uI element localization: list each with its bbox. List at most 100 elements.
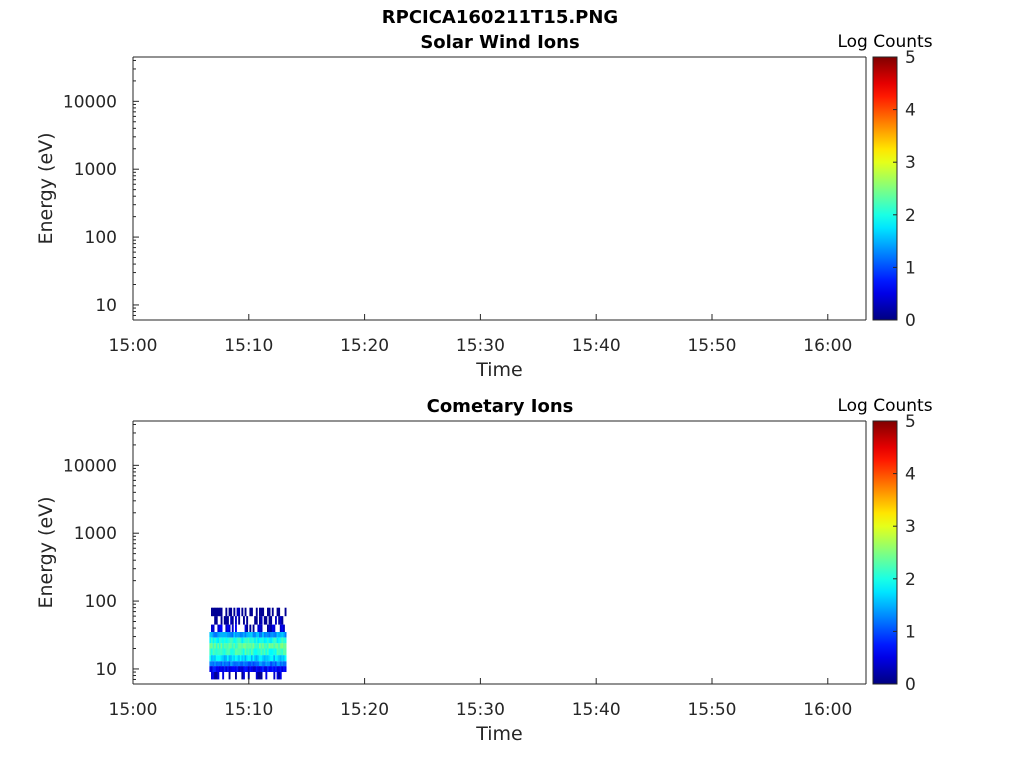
heatmap-cell [214, 648, 217, 656]
heatmap-cell [265, 632, 268, 638]
heatmap-cell [211, 672, 213, 680]
heatmap-cell [239, 637, 242, 644]
heatmap-cell [257, 666, 260, 672]
x-axis-label: Time [475, 723, 523, 745]
colorbar-label: Log Counts [837, 32, 932, 52]
heatmap-cell [217, 666, 220, 672]
x-tick-label: 15:30 [456, 336, 505, 356]
heatmap-cell [247, 643, 250, 649]
heatmap-cell [268, 637, 271, 644]
heatmap-cell [246, 643, 249, 649]
heatmap-cell [284, 661, 287, 667]
heatmap-cell [231, 666, 234, 672]
heatmap-cell [270, 637, 273, 644]
heatmap-cell [257, 637, 260, 644]
heatmap-cell [252, 643, 255, 649]
heatmap-cell [265, 661, 268, 667]
heatmap-cell [276, 661, 279, 667]
heatmap-cell [260, 616, 263, 625]
heatmap-cell [271, 607, 274, 617]
y-tick-label: 1000 [74, 524, 117, 544]
heatmap-cell [223, 643, 226, 649]
colorbar-tick-label: 3 [905, 153, 916, 173]
heatmap-cell [252, 624, 255, 632]
heatmap-cell [252, 648, 255, 656]
heatmap-cell [262, 637, 265, 644]
heatmap-cell [244, 607, 247, 617]
heatmap-cell [284, 666, 287, 672]
y-tick-label: 10 [95, 660, 117, 680]
heatmap-cell [244, 666, 247, 672]
heatmap-cell [268, 643, 271, 649]
heatmap-cell [225, 624, 228, 632]
heatmap-cell [279, 655, 282, 662]
heatmap-cell [255, 616, 258, 625]
heatmap-cell [276, 607, 279, 617]
heatmap-cell [225, 637, 228, 644]
heatmap-cell [219, 637, 221, 644]
heatmap-cell [235, 666, 237, 672]
heatmap-cell [275, 643, 277, 649]
heatmap-cell [233, 648, 236, 656]
heatmap-cell [281, 648, 284, 656]
y-tick-label: 1000 [74, 160, 117, 180]
x-axis-label: Time [475, 359, 523, 381]
heatmap-cell [225, 655, 228, 662]
heatmap-cell [254, 616, 257, 625]
heatmap-cell [265, 616, 268, 625]
heatmap-cell [279, 616, 282, 625]
heatmap-cell [259, 661, 261, 667]
heatmap-cell [270, 643, 273, 649]
heatmap-cell [222, 648, 225, 656]
heatmap-cell [225, 607, 228, 617]
heatmap-cell [209, 637, 212, 644]
heatmap-cell [241, 672, 244, 680]
heatmap-cell [263, 616, 266, 625]
heatmap-cell [284, 643, 287, 649]
heatmap-cell [267, 624, 269, 632]
heatmap-cell [249, 607, 252, 617]
y-tick-label: 10 [95, 296, 117, 316]
heatmap-cell [255, 637, 258, 644]
heatmap-cell [228, 661, 231, 667]
colorbar-tick-label: 0 [905, 311, 916, 331]
heatmap-cell [214, 607, 217, 617]
heatmap-cell [267, 666, 269, 672]
y-axis-label: Energy (eV) [35, 132, 57, 244]
heatmap-cell [278, 637, 281, 644]
heatmap-cell [249, 643, 252, 649]
heatmap-cell [283, 643, 285, 649]
heatmap-cell [257, 643, 260, 649]
heatmap-cell [265, 643, 268, 649]
heatmap-cell [227, 632, 229, 638]
heatmap-cell [268, 648, 271, 656]
heatmap-cell [209, 632, 212, 638]
heatmap-cell [259, 666, 261, 672]
heatmap-cell [257, 632, 260, 638]
colorbar-tick-label: 5 [905, 412, 916, 432]
heatmap-cell [227, 666, 229, 672]
heatmap-cell [278, 666, 281, 672]
heatmap-cell [233, 637, 236, 644]
heatmap-cell [214, 661, 217, 667]
heatmap-cell [273, 666, 276, 672]
heatmap-cell [239, 655, 242, 662]
heatmap-cell [265, 648, 268, 656]
heatmap-cell [268, 666, 271, 672]
heatmap-cell [276, 632, 279, 638]
heatmap-cell [227, 624, 229, 632]
heatmap-cell [225, 661, 228, 667]
y-tick-label: 100 [85, 228, 117, 248]
heatmap-cell [209, 643, 212, 649]
heatmap-cell [220, 648, 223, 656]
heatmap-cell [278, 607, 281, 617]
heatmap-cell [243, 616, 245, 625]
heatmap-cell [241, 666, 244, 672]
heatmap-cell [236, 632, 239, 638]
heatmap-cell [243, 632, 245, 638]
heatmap-cell [241, 643, 244, 649]
heatmap-cell [270, 616, 273, 625]
heatmap-cell [271, 637, 274, 644]
panel-1: 15:00 15:10 15:20 15:30 15:40 15:50 16:0010100… [35, 32, 933, 381]
colorbar [872, 420, 898, 685]
